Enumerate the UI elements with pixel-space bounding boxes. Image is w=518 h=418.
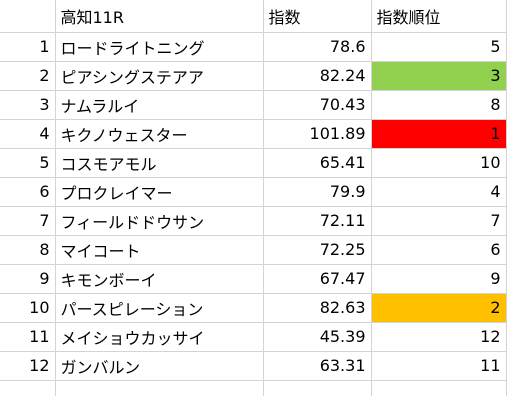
row-number-cell[interactable]: 6 — [0, 177, 56, 207]
row-number-cell[interactable]: 12 — [0, 351, 56, 381]
horse-name-cell[interactable]: キモンボーイ — [55, 264, 264, 294]
table-row: 2 ピアシングステアア 82.24 3 — [0, 61, 507, 91]
table-row: 6 プロクレイマー 79.9 4 — [0, 177, 507, 207]
empty-cell[interactable] — [55, 380, 264, 396]
empty-cell[interactable] — [371, 380, 507, 396]
corner-cell[interactable] — [0, 0, 56, 33]
table-row: 9 キモンボーイ 67.47 9 — [0, 264, 507, 294]
horse-name-cell[interactable]: フィールドドウサン — [55, 206, 264, 236]
table-row: 10 パースピレーション 82.63 2 — [0, 293, 507, 323]
rank-value-cell[interactable]: 11 — [371, 351, 507, 381]
horse-name-cell[interactable]: キクノウェスター — [55, 119, 264, 149]
index-value-cell[interactable]: 72.25 — [263, 235, 372, 265]
header-rank[interactable]: 指数順位 — [371, 0, 507, 33]
index-value-cell[interactable]: 79.9 — [263, 177, 372, 207]
horse-name-cell[interactable]: ガンバルン — [55, 351, 264, 381]
header-race[interactable]: 高知11R — [55, 0, 264, 33]
row-number-cell[interactable]: 9 — [0, 264, 56, 294]
horse-name-cell[interactable]: ナムラルイ — [55, 90, 264, 120]
index-value-cell[interactable]: 72.11 — [263, 206, 372, 236]
rank-value-cell[interactable]: 6 — [371, 235, 507, 265]
table-row: 5 コスモアモル 65.41 10 — [0, 148, 507, 178]
rank-value-cell[interactable]: 10 — [371, 148, 507, 178]
rank-value-cell[interactable]: 1 — [371, 119, 507, 149]
table-row: 12 ガンバルン 63.31 11 — [0, 351, 507, 381]
rank-value-cell[interactable]: 9 — [371, 264, 507, 294]
table-row: 8 マイコート 72.25 6 — [0, 235, 507, 265]
index-value-cell[interactable]: 67.47 — [263, 264, 372, 294]
row-number-cell[interactable]: 8 — [0, 235, 56, 265]
index-value-cell[interactable]: 65.41 — [263, 148, 372, 178]
rank-value-cell[interactable]: 7 — [371, 206, 507, 236]
empty-cell[interactable] — [0, 380, 56, 396]
rank-value-cell[interactable]: 8 — [371, 90, 507, 120]
horse-name-cell[interactable]: メイショウカッサイ — [55, 322, 264, 352]
row-number-cell[interactable]: 2 — [0, 61, 56, 91]
row-number-cell[interactable]: 3 — [0, 90, 56, 120]
index-value-cell[interactable]: 78.6 — [263, 32, 372, 62]
horse-name-cell[interactable]: コスモアモル — [55, 148, 264, 178]
row-number-cell[interactable]: 7 — [0, 206, 56, 236]
header-index[interactable]: 指数 — [263, 0, 372, 33]
row-number-cell[interactable]: 1 — [0, 32, 56, 62]
index-value-cell[interactable]: 45.39 — [263, 322, 372, 352]
index-value-cell[interactable]: 63.31 — [263, 351, 372, 381]
row-number-cell[interactable]: 11 — [0, 322, 56, 352]
index-value-cell[interactable]: 82.63 — [263, 293, 372, 323]
rank-value-cell[interactable]: 12 — [371, 322, 507, 352]
horse-name-cell[interactable]: ピアシングステアア — [55, 61, 264, 91]
index-value-cell[interactable]: 70.43 — [263, 90, 372, 120]
table-row: 3 ナムラルイ 70.43 8 — [0, 90, 507, 120]
empty-row — [0, 380, 507, 396]
rank-value-cell[interactable]: 4 — [371, 177, 507, 207]
row-number-cell[interactable]: 4 — [0, 119, 56, 149]
index-value-cell[interactable]: 101.89 — [263, 119, 372, 149]
horse-name-cell[interactable]: プロクレイマー — [55, 177, 264, 207]
table-row: 4 キクノウェスター 101.89 1 — [0, 119, 507, 149]
rank-value-cell[interactable]: 3 — [371, 61, 507, 91]
header-row: 高知11R 指数 指数順位 — [0, 0, 507, 33]
data-grid: 高知11R 指数 指数順位 1 ロードライトニング 78.6 5 2 ピアシングステアア 8… — [0, 0, 507, 396]
horse-name-cell[interactable]: パースピレーション — [55, 293, 264, 323]
row-number-cell[interactable]: 5 — [0, 148, 56, 178]
horse-name-cell[interactable]: ロードライトニング — [55, 32, 264, 62]
horse-name-cell[interactable]: マイコート — [55, 235, 264, 265]
row-number-cell[interactable]: 10 — [0, 293, 56, 323]
table-row: 1 ロードライトニング 78.6 5 — [0, 32, 507, 62]
rank-value-cell[interactable]: 5 — [371, 32, 507, 62]
table-row: 11 メイショウカッサイ 45.39 12 — [0, 322, 507, 352]
table-row: 7 フィールドドウサン 72.11 7 — [0, 206, 507, 236]
empty-cell[interactable] — [263, 380, 372, 396]
index-value-cell[interactable]: 82.24 — [263, 61, 372, 91]
rank-value-cell[interactable]: 2 — [371, 293, 507, 323]
